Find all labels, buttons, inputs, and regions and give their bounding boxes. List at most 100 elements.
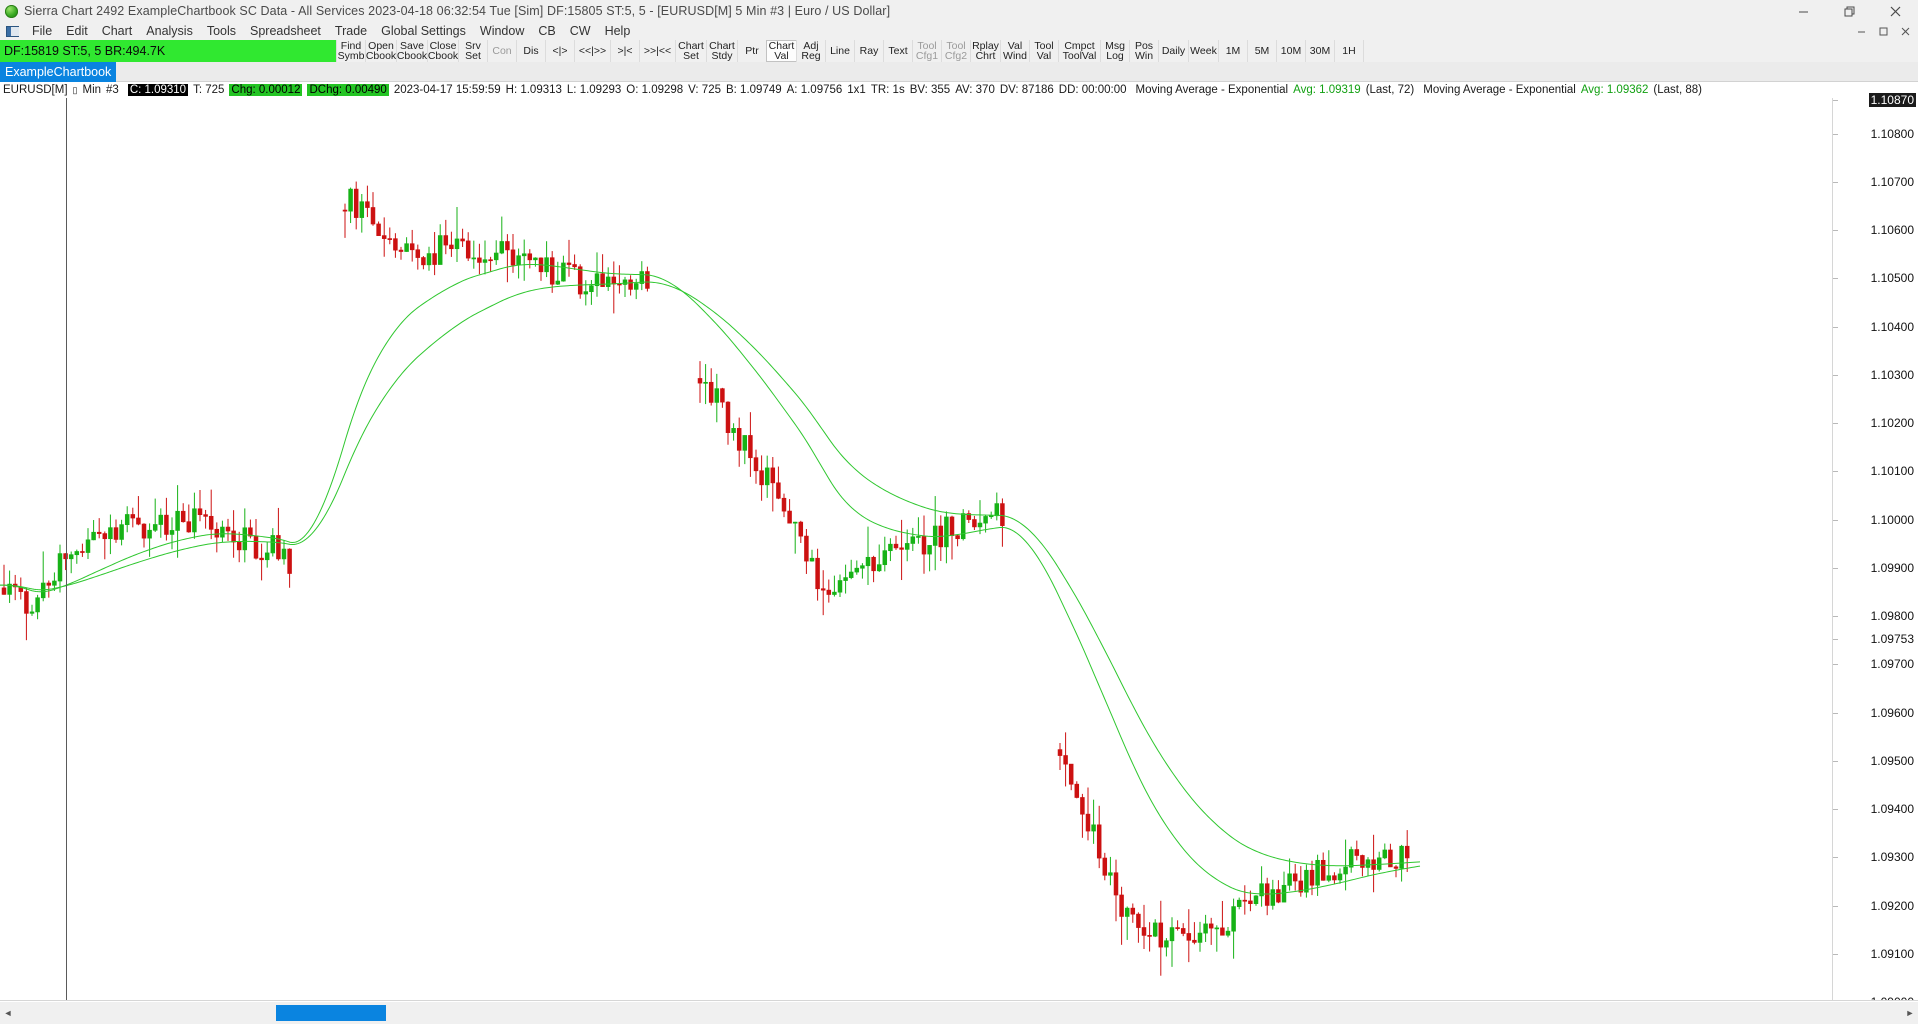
- toolbar-button-chart-stdy[interactable]: Chart Stdy: [706, 40, 738, 62]
- toolbar-button-[interactable]: <<|>>: [574, 40, 611, 62]
- toolbar-button-open-cbook[interactable]: Open Cbook: [365, 40, 397, 62]
- toolbar-button-5m[interactable]: 5M: [1247, 40, 1277, 62]
- toolbar-button-label-line1: Chart: [709, 39, 735, 52]
- price-axis-tick: [1833, 616, 1838, 618]
- toolbar-button-[interactable]: >>|<<: [639, 40, 676, 62]
- scrollbar-thumb[interactable]: [276, 1005, 386, 1021]
- child-minimize-icon[interactable]: [1850, 22, 1872, 40]
- toolbar-button-label-line1: >>|<<: [643, 44, 672, 57]
- toolbar-button-10m[interactable]: 10M: [1276, 40, 1306, 62]
- toolbar-button-label-line1: Chart: [768, 39, 795, 52]
- toolbar-button-30m[interactable]: 30M: [1305, 40, 1335, 62]
- toolbar-button-ray[interactable]: Ray: [854, 40, 884, 62]
- menu-item-edit[interactable]: Edit: [66, 24, 88, 38]
- price-axis-label: 1.10400: [1870, 319, 1914, 334]
- menu-item-help[interactable]: Help: [604, 24, 631, 38]
- child-maximize-icon[interactable]: [1872, 22, 1894, 40]
- info-dchg: DChg: 0.00490: [307, 84, 389, 96]
- toolbar-button-line[interactable]: Line: [825, 40, 855, 62]
- menu-item-window[interactable]: Window: [479, 24, 525, 38]
- toolbar-button-dis[interactable]: Dis: [516, 40, 546, 62]
- toolbar-button-pos-win[interactable]: Pos Win: [1129, 40, 1159, 62]
- toolbar-button-adj-reg[interactable]: Adj Reg: [796, 40, 826, 62]
- horizontal-scrollbar[interactable]: ◄ ►: [0, 1002, 1918, 1024]
- menu-item-spreadsheet[interactable]: Spreadsheet: [250, 24, 321, 38]
- price-axis-label: 1.09200: [1870, 898, 1914, 913]
- toolbar-button-daily[interactable]: Daily: [1158, 40, 1189, 62]
- price-axis-label: 1.10600: [1870, 223, 1914, 238]
- scroll-right-arrow-icon[interactable]: ►: [1905, 1008, 1915, 1018]
- close-icon[interactable]: [1872, 0, 1918, 22]
- menu-item-file[interactable]: File: [32, 24, 53, 38]
- price-axis-tick: [1833, 953, 1838, 955]
- info-dv: DV: 87186: [999, 84, 1054, 96]
- info-low: L: 1.09293: [566, 84, 622, 96]
- toolbar-button-label-line1: Adj: [803, 39, 819, 52]
- maximize-restore-icon[interactable]: [1826, 0, 1872, 22]
- toolbar-button-[interactable]: >|<: [610, 40, 640, 62]
- title-bar: Sierra Chart 2492 ExampleChartbook SC Da…: [0, 0, 1918, 22]
- toolbar-button-1m[interactable]: 1M: [1218, 40, 1248, 62]
- price-axis-label: 1.10300: [1870, 367, 1914, 382]
- price-axis-label: 1.10200: [1870, 416, 1914, 431]
- price-candlestick-svg: [0, 181, 1421, 976]
- scroll-left-arrow-icon[interactable]: ◄: [3, 1008, 13, 1018]
- menu-item-cb[interactable]: CB: [538, 24, 556, 38]
- price-axis-tick: [1833, 326, 1838, 328]
- toolbar-button-srv-set[interactable]: Srv Set: [458, 40, 488, 62]
- toolbar-button-chart-set[interactable]: Chart Set: [675, 40, 707, 62]
- price-axis-label: 1.09100: [1870, 946, 1914, 961]
- price-axis[interactable]: 1.10870 1.10800 1.10700 1.10600 1.10500 1.104…: [1832, 93, 1918, 1009]
- info-size: 1x1: [847, 84, 866, 96]
- menu-item-tools[interactable]: Tools: [206, 24, 237, 38]
- info-open: O: 1.09298: [626, 84, 684, 96]
- info-study2-name: Moving Average - Exponential: [1423, 84, 1576, 96]
- toolbar-button-val-wind[interactable]: Val Wind: [1000, 40, 1030, 62]
- toolbar-button-[interactable]: <|>: [545, 40, 575, 62]
- price-axis-label: 1.09500: [1870, 753, 1914, 768]
- scrollbar-track[interactable]: [16, 1005, 1902, 1021]
- toolbar-button-label-line1: Srv: [465, 39, 481, 52]
- toolbar-button-1h[interactable]: 1H: [1334, 40, 1364, 62]
- price-axis-label: 1.09900: [1870, 560, 1914, 575]
- toolbar-button-find-symb[interactable]: Find Symb: [336, 40, 366, 62]
- info-av: AV: 370: [955, 84, 995, 96]
- toolbar-button-cmpct-toolval[interactable]: Cmpct ToolVal: [1058, 40, 1101, 62]
- toolbar-button-week[interactable]: Week: [1188, 40, 1219, 62]
- info-interval: Min: [82, 84, 102, 96]
- toolbar-button-label-line1: Line: [830, 44, 850, 57]
- price-axis-tick: [1833, 905, 1838, 907]
- menu-item-trade[interactable]: Trade: [334, 24, 368, 38]
- price-axis-tick: [1833, 638, 1838, 640]
- toolbar-button-label-line2: Val: [774, 50, 789, 62]
- tab-example-chartbook[interactable]: ExampleChartbook: [0, 62, 117, 82]
- menu-item-analysis[interactable]: Analysis: [146, 24, 193, 38]
- toolbar-button-label-line1: Ptr: [745, 44, 759, 57]
- toolbar-button-rplay-chrt[interactable]: Rplay Chrt: [970, 40, 1001, 62]
- toolbar-button-tool-cfg1[interactable]: Tool Cfg1: [912, 40, 942, 62]
- menu-item-chart[interactable]: Chart: [101, 24, 133, 38]
- menu-item-cw[interactable]: CW: [569, 24, 591, 38]
- menu-item-global-settings[interactable]: Global Settings: [381, 24, 466, 38]
- price-axis-tick: [1833, 471, 1838, 473]
- toolbar-button-tool-cfg2[interactable]: Tool Cfg2: [941, 40, 971, 62]
- chart-plot-area[interactable]: [0, 98, 1832, 1000]
- toolbar-button-tool-val[interactable]: Tool Val: [1029, 40, 1059, 62]
- toolbar-button-chart-val[interactable]: Chart Val: [766, 40, 797, 62]
- minimize-button[interactable]: [1780, 0, 1826, 22]
- child-close-icon[interactable]: [1894, 22, 1916, 40]
- toolbar-button-msg-log[interactable]: Msg Log: [1100, 40, 1130, 62]
- window-system-icon[interactable]: [6, 25, 19, 37]
- toolbar-button-ptr[interactable]: Ptr: [737, 40, 767, 62]
- price-axis-label: 1.10000: [1870, 512, 1914, 527]
- price-axis-label: 1.09400: [1870, 802, 1914, 817]
- toolbar-button-close-cbook[interactable]: Close Cbook: [427, 40, 459, 62]
- toolbar-button-text[interactable]: Text: [883, 40, 913, 62]
- crosshair-vertical-line: [66, 98, 67, 1000]
- toolbar-button-con[interactable]: Con: [487, 40, 517, 62]
- info-bars-icon: ▯: [72, 84, 78, 95]
- toolbar-button-label-line2: Val: [1036, 50, 1052, 62]
- info-bid: B: 1.09749: [726, 84, 782, 96]
- info-close: C: 1.09310: [127, 84, 189, 96]
- toolbar-button-save-cbook[interactable]: Save Cbook: [396, 40, 428, 62]
